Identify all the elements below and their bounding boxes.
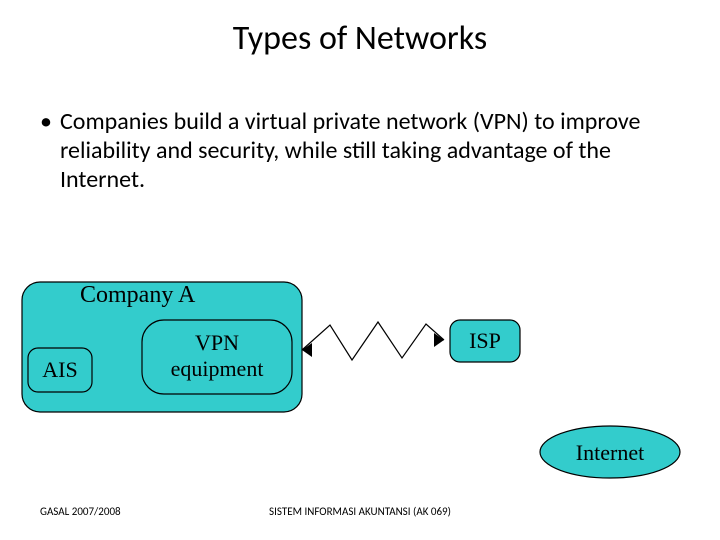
internet-label: Internet: [576, 440, 644, 465]
vpn-label-1: VPN: [195, 330, 239, 355]
network-diagram: Company A AIS VPN equipment ISP Internet: [0, 0, 720, 540]
footer-center: SISTEM INFORMASI AKUNTANSI (AK 069): [0, 505, 720, 518]
ais-label: AIS: [42, 357, 77, 382]
isp-label: ISP: [469, 328, 501, 353]
vpn-label-2: equipment: [171, 356, 264, 381]
company-label: Company A: [80, 282, 196, 308]
zigzag-connector: [302, 322, 444, 360]
